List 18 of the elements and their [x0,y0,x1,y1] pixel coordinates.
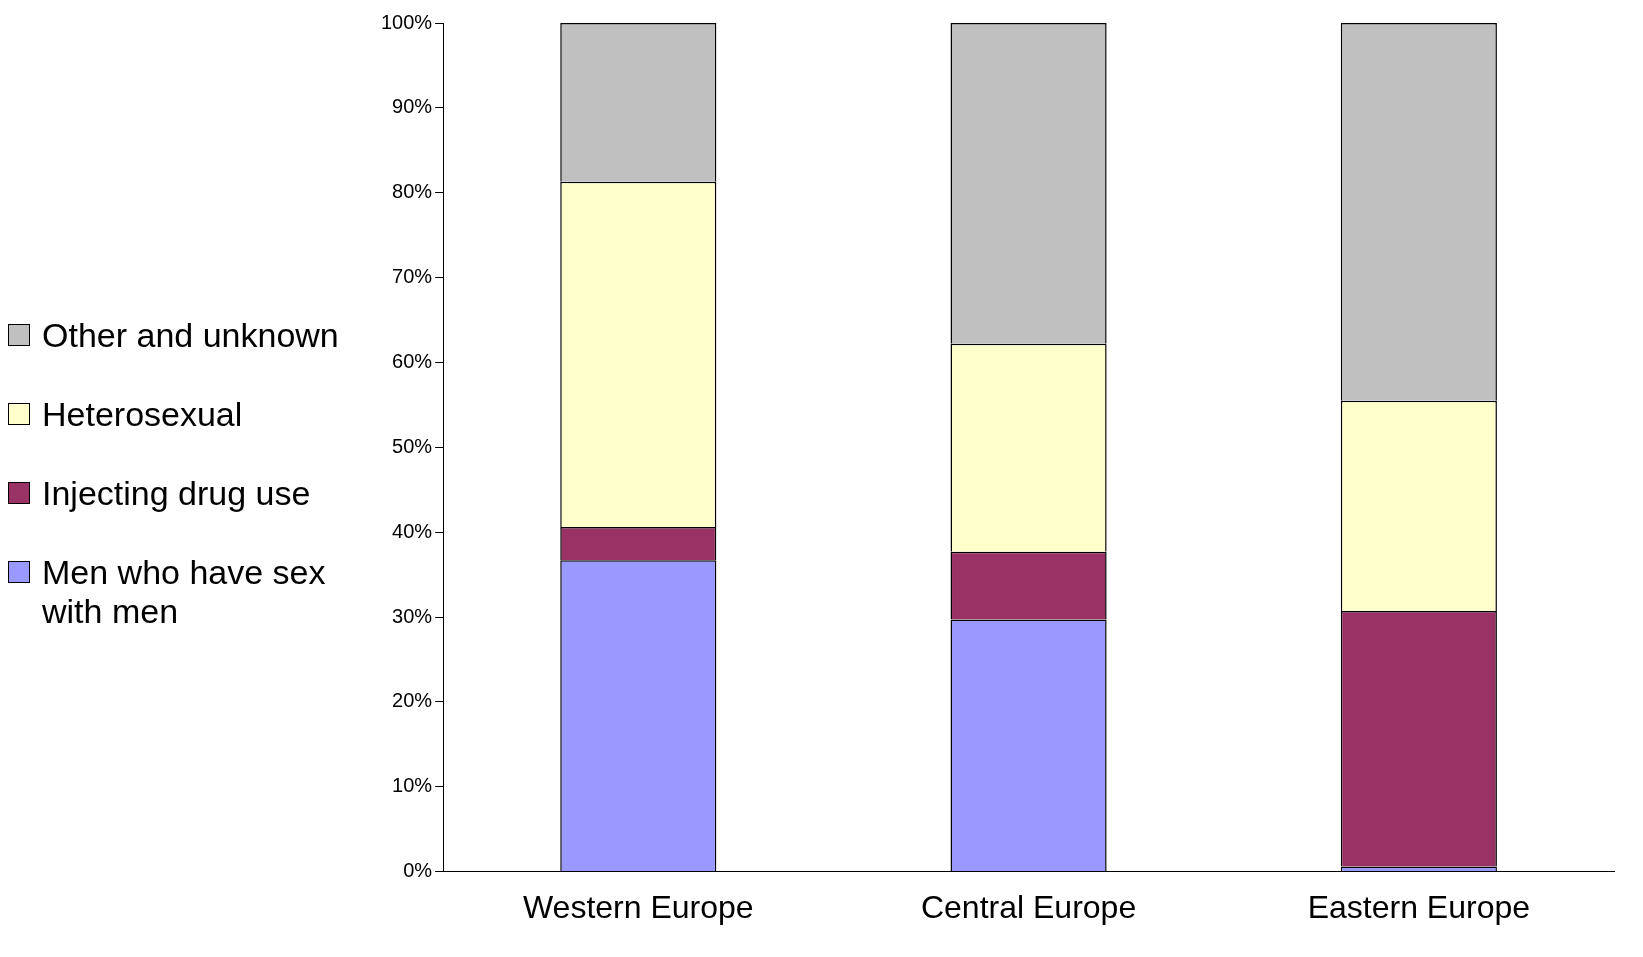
y-tick-label: 80% [392,180,433,203]
y-tick-label: 100% [381,10,433,33]
y-tick-label: 0% [403,859,433,882]
y-tick-label: 30% [392,604,433,627]
x-tick-label: Western Europe [522,888,754,925]
y-tick-label: 90% [392,95,433,118]
legend-label: Heterosexual [42,394,243,434]
y-tick-label: 10% [392,774,433,797]
y-tick-label: 70% [392,265,433,288]
legend-label: Other and unknown [42,315,339,355]
y-tick-label: 40% [392,519,433,542]
y-tick-label: 20% [392,689,433,712]
x-tick-label: Central Europe [920,888,1137,925]
y-tick-label: 60% [392,349,433,372]
x-tick-label: Eastern Europe [1307,888,1531,925]
legend-label: Injecting drug use [42,473,311,513]
legend-label: Men who have sex with men [42,552,327,631]
y-tick-label: 50% [392,434,433,457]
